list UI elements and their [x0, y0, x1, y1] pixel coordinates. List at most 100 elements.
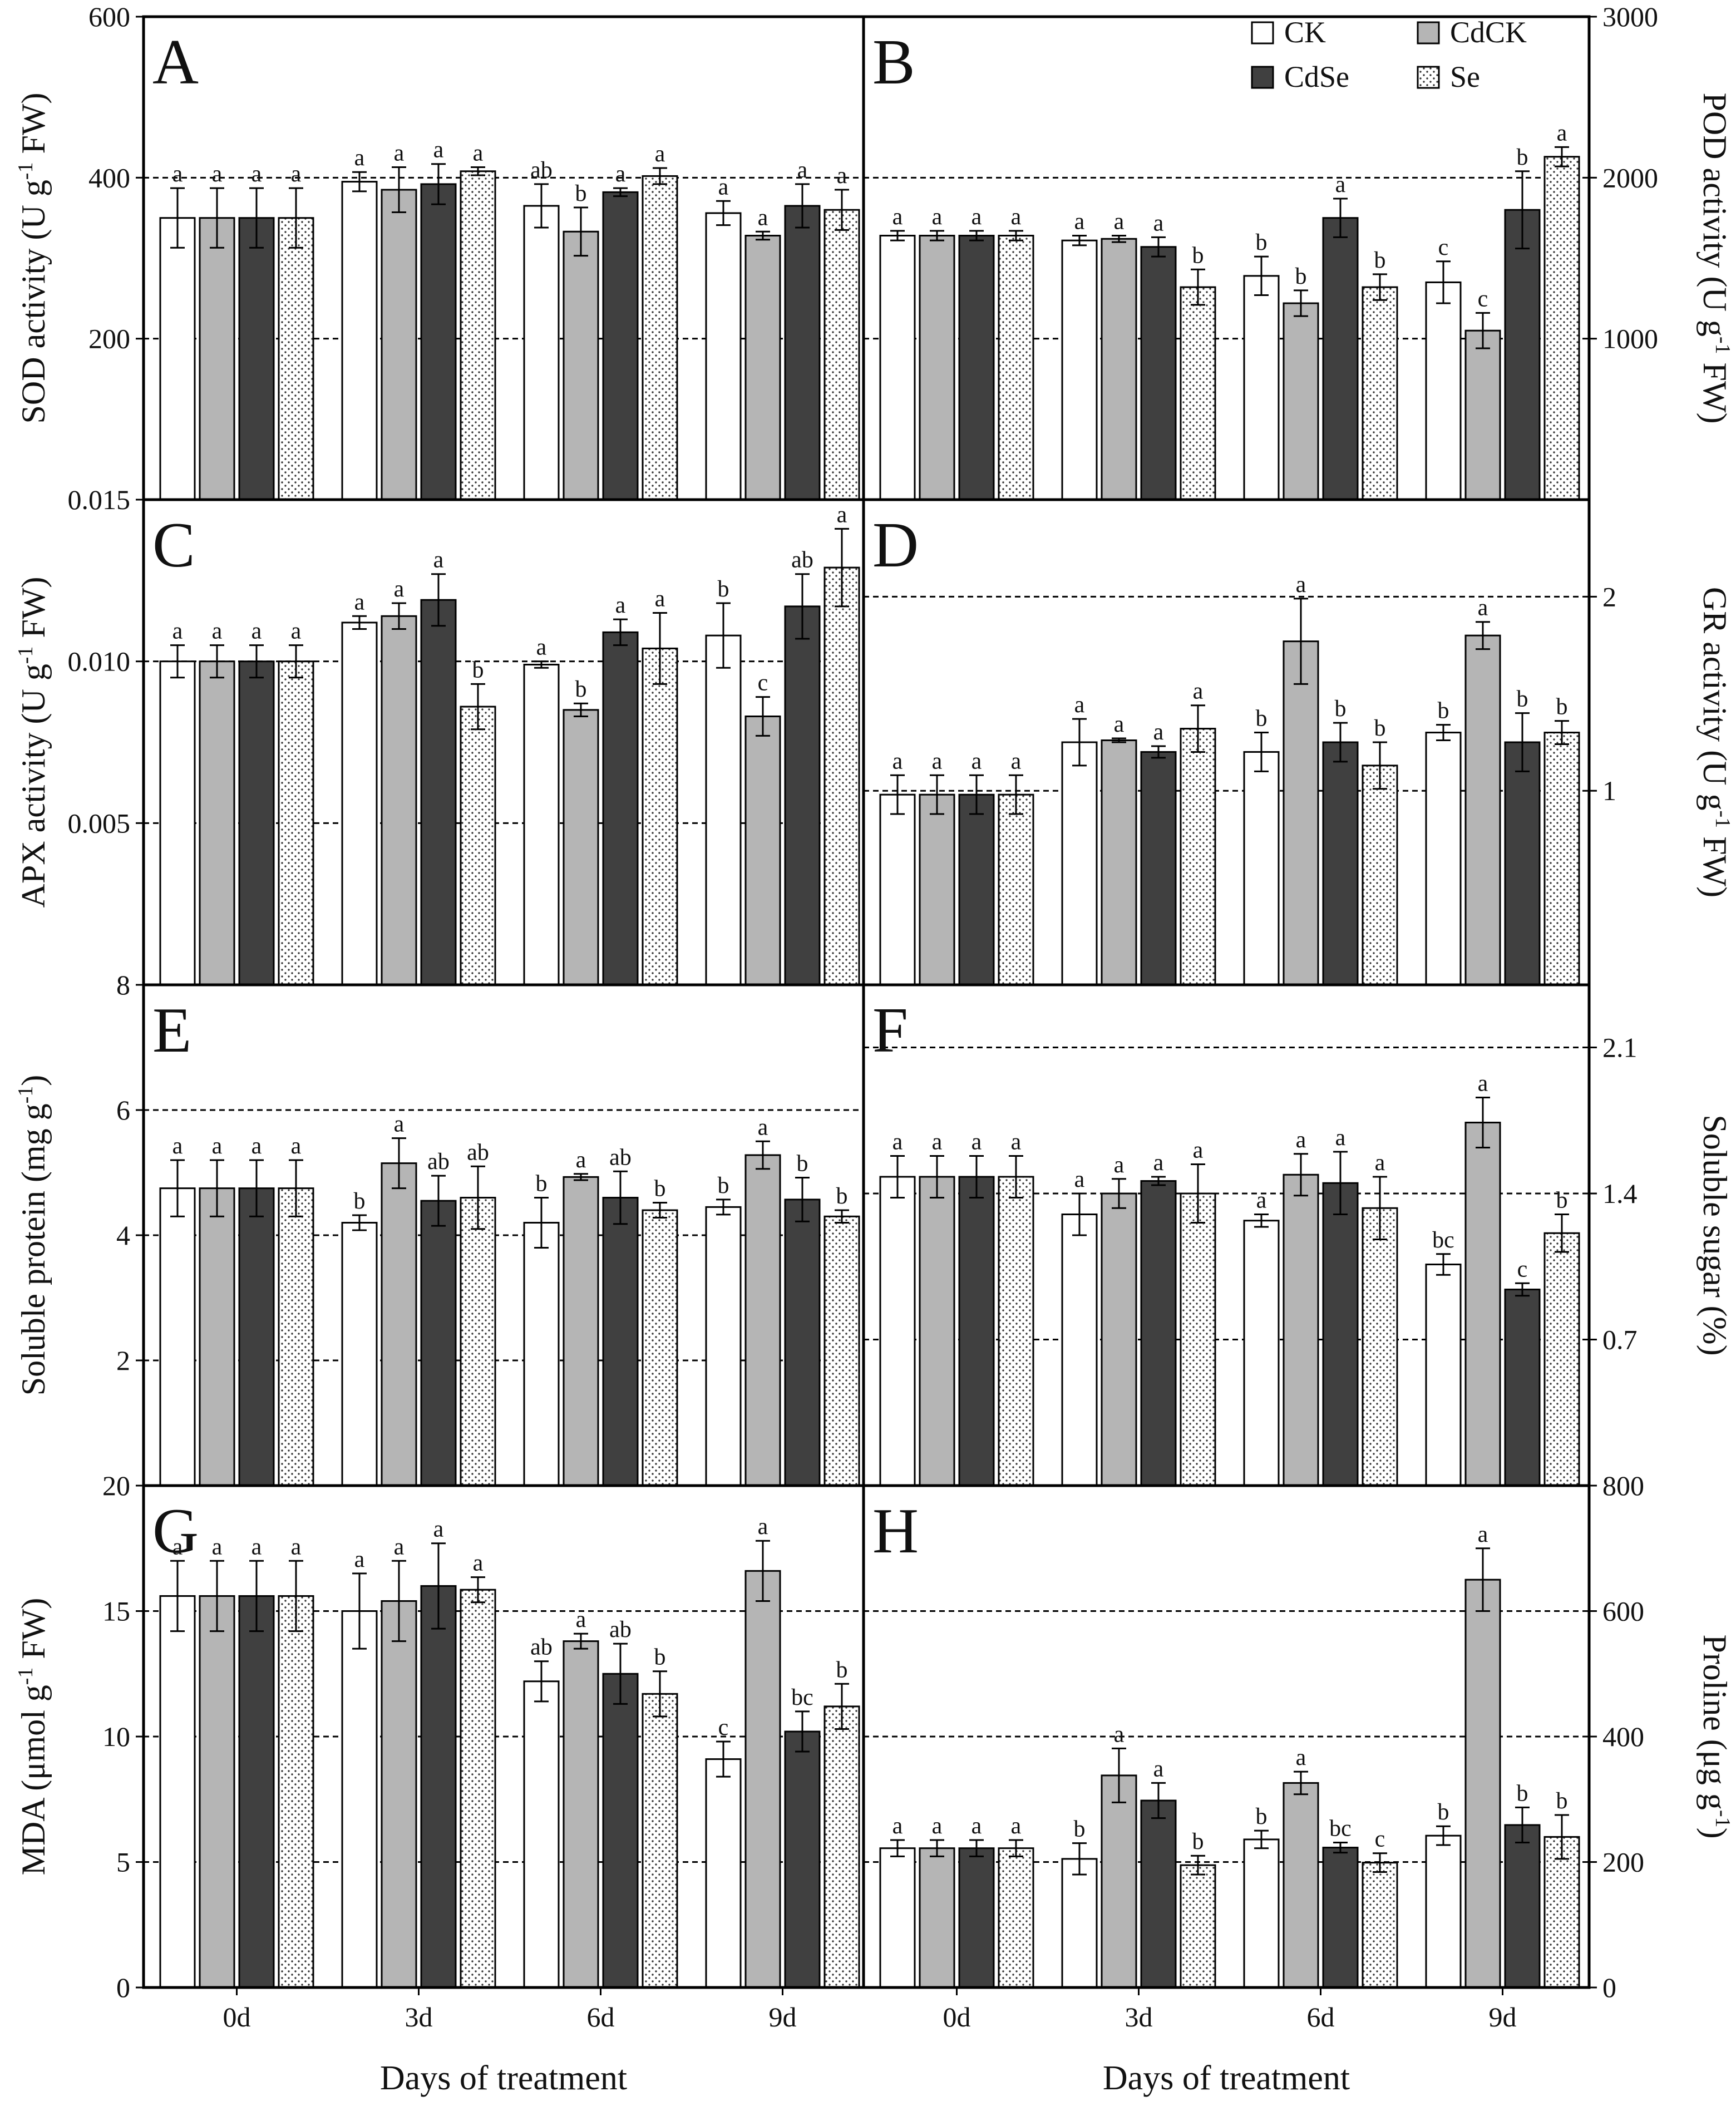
bar-c-9d-CK	[705, 634, 742, 986]
y-tick-label-h: 800	[1602, 1470, 1644, 1501]
significance-label: b	[472, 657, 484, 683]
y-axis-label-part: GR activity (U g	[1696, 587, 1733, 811]
y-tick-label-a: 600	[88, 1, 130, 32]
significance-label: b	[1335, 696, 1347, 722]
significance-label: a	[291, 161, 302, 187]
panel-h: a a a a b a a b b a bc c b a b b H 0 200 400 600 800 Proline (…	[864, 1470, 1734, 2003]
significance-label: a	[1296, 1745, 1306, 1770]
panel-f: a a a a a a a a a a a a bc a c b F 0.7 1.4 2.1 Soluble sugar…	[864, 995, 1733, 1487]
bar-f-6d-CdSe	[1322, 1182, 1359, 1487]
y-tick-label-c: 0.015	[68, 484, 131, 515]
bar-f-3d-CK	[1061, 1214, 1098, 1487]
legend-label-cdck: CdCK	[1450, 16, 1527, 49]
significance-label: c	[758, 670, 768, 696]
significance-label: a	[354, 145, 365, 171]
y-axis-label-part: FW)	[1696, 828, 1733, 897]
y-tick-label-a: 400	[88, 162, 130, 193]
frame-h	[862, 1484, 1591, 1989]
y-tick-label-e: 2	[116, 1345, 130, 1376]
bar-h-9d-Se	[1543, 1836, 1580, 1989]
bar-h-6d-CdCK	[1283, 1782, 1319, 1989]
y-tick-label-g: 20	[102, 1470, 130, 1501]
significance-label: ab	[530, 1635, 553, 1660]
y-axis-label-part: Soluble protein (mg g	[15, 1103, 52, 1395]
significance-label: b	[1556, 1788, 1568, 1814]
significance-label: a	[536, 635, 547, 660]
bar-b-0d-CdCK	[919, 234, 955, 501]
significance-label: a	[971, 204, 982, 230]
x-axis-title: Days of treatment	[1103, 2059, 1350, 2097]
y-axis-label-d: GR activity (U g-1 FW)	[1696, 587, 1734, 897]
significance-label: b	[1556, 1188, 1568, 1214]
significance-label: a	[1296, 572, 1306, 598]
legend-swatch-cdck	[1417, 21, 1440, 45]
legend-label-se: Se	[1450, 60, 1480, 93]
significance-label: a	[1557, 120, 1567, 146]
significance-label: c	[1375, 1827, 1385, 1852]
significance-label: a	[1478, 1071, 1488, 1097]
significance-label: c	[1517, 1256, 1528, 1282]
y-axis-label-g: MDA (μmol g-1 FW)	[14, 1598, 52, 1876]
significance-label: b	[1256, 1804, 1268, 1829]
bar-c-6d-CdCK	[563, 709, 599, 986]
bar-b-9d-CdSe	[1504, 209, 1541, 501]
y-axis-label-part: FW)	[15, 93, 52, 162]
bar-h-0d-CK	[879, 1847, 916, 1989]
panel-letter-e: E	[152, 995, 191, 1066]
bar-a-3d-CdSe	[420, 183, 457, 501]
panel-letter-a: A	[152, 27, 199, 97]
bar-g-9d-Se	[823, 1705, 860, 1989]
significance-label: ab	[427, 1149, 450, 1175]
bar-a-0d-CdCK	[199, 217, 235, 501]
significance-label: a	[1011, 204, 1022, 230]
y-tick-label-h: 400	[1602, 1721, 1644, 1752]
bar-c-6d-CdSe	[602, 631, 639, 986]
bar-f-0d-CdCK	[919, 1176, 955, 1487]
significance-label: a	[932, 748, 943, 774]
bar-b-9d-CK	[1425, 281, 1462, 501]
y-axis-label-part: FW)	[15, 577, 52, 647]
significance-label: a	[354, 1547, 365, 1572]
y-tick-label-b: 1000	[1602, 323, 1658, 354]
significance-label: a	[473, 141, 484, 166]
significance-label: b	[536, 1171, 548, 1197]
bar-f-6d-Se	[1362, 1207, 1398, 1487]
significance-label: a	[615, 593, 626, 618]
significance-label: a	[1011, 1813, 1022, 1839]
bar-a-6d-Se	[642, 175, 678, 501]
significance-label: a	[1153, 1756, 1164, 1782]
significance-label: b	[1517, 145, 1528, 170]
significance-label: b	[1192, 1829, 1204, 1855]
bar-a-0d-CK	[159, 217, 196, 501]
y-tick-label-d: 1	[1602, 775, 1616, 806]
legend-swatch-cdse	[1251, 66, 1274, 89]
bar-e-9d-CdSe	[784, 1199, 821, 1487]
significance-label: a	[892, 748, 903, 774]
bar-d-6d-Se	[1362, 765, 1398, 986]
bar-h-6d-Se	[1362, 1862, 1398, 1989]
significance-label: a	[354, 589, 365, 615]
y-tick-label-h: 600	[1602, 1596, 1644, 1627]
bar-h-3d-CdCK	[1101, 1774, 1137, 1989]
significance-label: a	[837, 502, 847, 527]
y-axis-label-part: )	[15, 1075, 52, 1086]
significance-label: c	[1438, 235, 1449, 260]
bar-d-0d-Se	[998, 793, 1034, 986]
y-axis-label-part: -1	[14, 1668, 37, 1685]
significance-label: a	[1114, 1152, 1125, 1178]
bar-f-6d-CdCK	[1283, 1173, 1319, 1487]
panel-a: a a a a a a a a abb a a a a a a A 200 400 600 SOD activity …	[14, 1, 864, 501]
y-axis-label-a: SOD activity (U g-1 FW)	[14, 93, 52, 424]
bar-g-3d-Se	[460, 1589, 496, 1989]
legend: CK CdCK CdSe Se	[1251, 16, 1527, 93]
y-tick-label-h: 200	[1602, 1847, 1644, 1878]
bar-b-0d-Se	[998, 234, 1034, 501]
significance-label: a	[172, 1534, 183, 1560]
bar-h-0d-CdSe	[958, 1847, 995, 1989]
significance-label: a	[291, 1534, 302, 1560]
legend-label-cdse: CdSe	[1284, 60, 1349, 93]
